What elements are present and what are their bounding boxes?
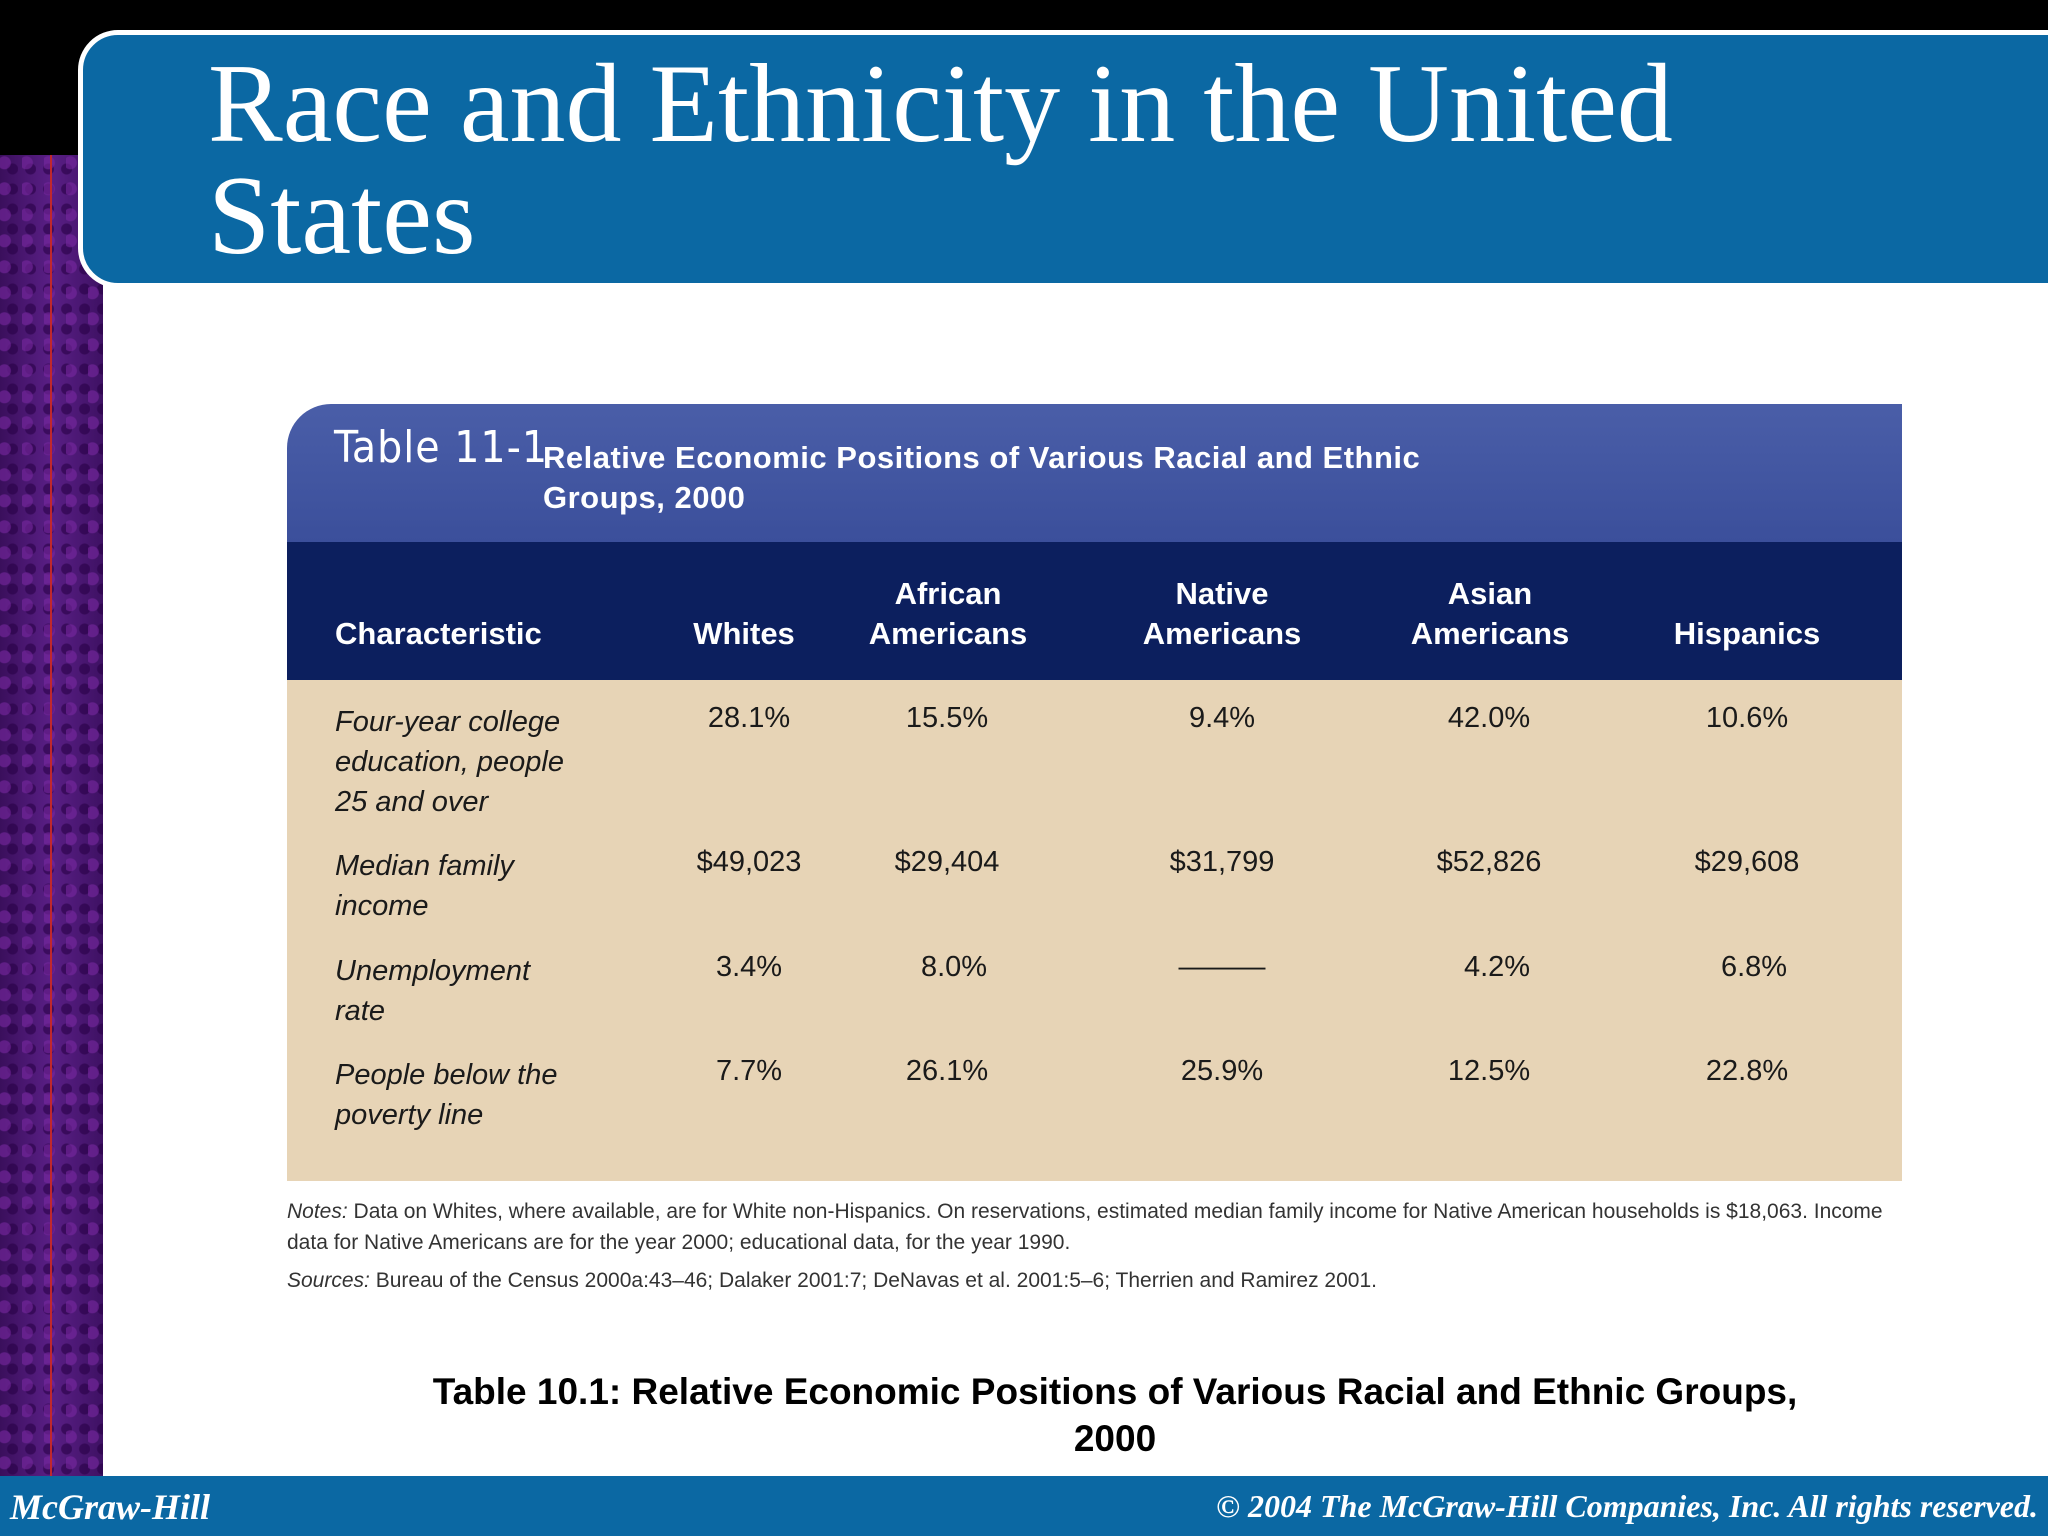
table-cell: 15.5% [905, 702, 989, 734]
table-notes: Notes: Data on Whites, where available, … [287, 1196, 1902, 1296]
table-body: Four-year college education, people 25 a… [287, 680, 1902, 1181]
table-cell: 42.0% [1447, 702, 1531, 734]
table-cell: 28.1% [707, 702, 791, 734]
table-cell: 9.4% [1188, 702, 1256, 734]
table-cell: 22.8% [1705, 1055, 1789, 1087]
row-label: People below the poverty line [335, 1059, 558, 1131]
slide-title: Race and Ethnicity in the United States [208, 42, 1673, 278]
column-header-whites: Whites [693, 616, 795, 651]
table-cell: 10.6% [1705, 702, 1789, 734]
data-table: Table 11-1 Relative Economic Positions o… [287, 404, 1902, 1181]
table-cell: $52,826 [1436, 846, 1542, 878]
column-header-african-americans: African Americans [868, 576, 1028, 651]
row-label: Median family income [335, 850, 514, 922]
copyright-notice: © 2004 The McGraw-Hill Companies, Inc. A… [1216, 1488, 2038, 1524]
left-red-line [50, 155, 52, 1482]
table-cell: 25.9% [1180, 1055, 1264, 1087]
table-caption: Table 10.1: Relative Economic Positions … [432, 1371, 1798, 1459]
notes-text: Data on Whites, where available, are for… [287, 1200, 1883, 1254]
row-label: Four-year college education, people 25 a… [335, 706, 564, 818]
table-cell: $29,404 [894, 846, 1000, 878]
publisher-name: McGraw-Hill [10, 1487, 211, 1527]
column-header-asian-americans: Asian Americans [1410, 576, 1570, 651]
table-title: Relative Economic Positions of Various R… [543, 440, 1421, 515]
table-cell: $31,799 [1169, 846, 1275, 878]
column-header-native-americans: Native Americans [1142, 576, 1302, 651]
footer-bar: McGraw-Hill © 2004 The McGraw-Hill Compa… [0, 1476, 2048, 1536]
table-cell: 26.1% [905, 1055, 989, 1087]
table-cell: ——— [1178, 951, 1266, 983]
table-cell: 6.8% [1720, 951, 1788, 983]
column-header-row: Characteristic Whites African Americans … [287, 542, 1902, 680]
column-header-characteristic: Characteristic [335, 616, 542, 651]
column-header-hispanics: Hispanics [1673, 616, 1821, 651]
sources-label: Sources: [287, 1269, 370, 1292]
row-label: Unemployment rate [335, 955, 531, 1027]
table-cell: $49,023 [696, 846, 802, 878]
sources-line: Sources: Bureau of the Census 2000a:43–4… [287, 1265, 1902, 1296]
notes-line: Notes: Data on Whites, where available, … [287, 1196, 1902, 1258]
table-cell: 4.2% [1463, 951, 1531, 983]
table-cell: 3.4% [715, 951, 783, 983]
table-cell: 12.5% [1447, 1055, 1531, 1087]
notes-label: Notes: [287, 1200, 348, 1223]
table-cell: 7.7% [715, 1055, 783, 1087]
title-bar [78, 30, 2048, 288]
table-cell: 8.0% [920, 951, 988, 983]
table-header: Table 11-1 Relative Economic Positions o… [287, 404, 1902, 542]
table-number: Table 11-1 [334, 422, 549, 473]
table-cell: $29,608 [1694, 846, 1800, 878]
sources-text: Bureau of the Census 2000a:43–46; Dalake… [375, 1269, 1377, 1292]
